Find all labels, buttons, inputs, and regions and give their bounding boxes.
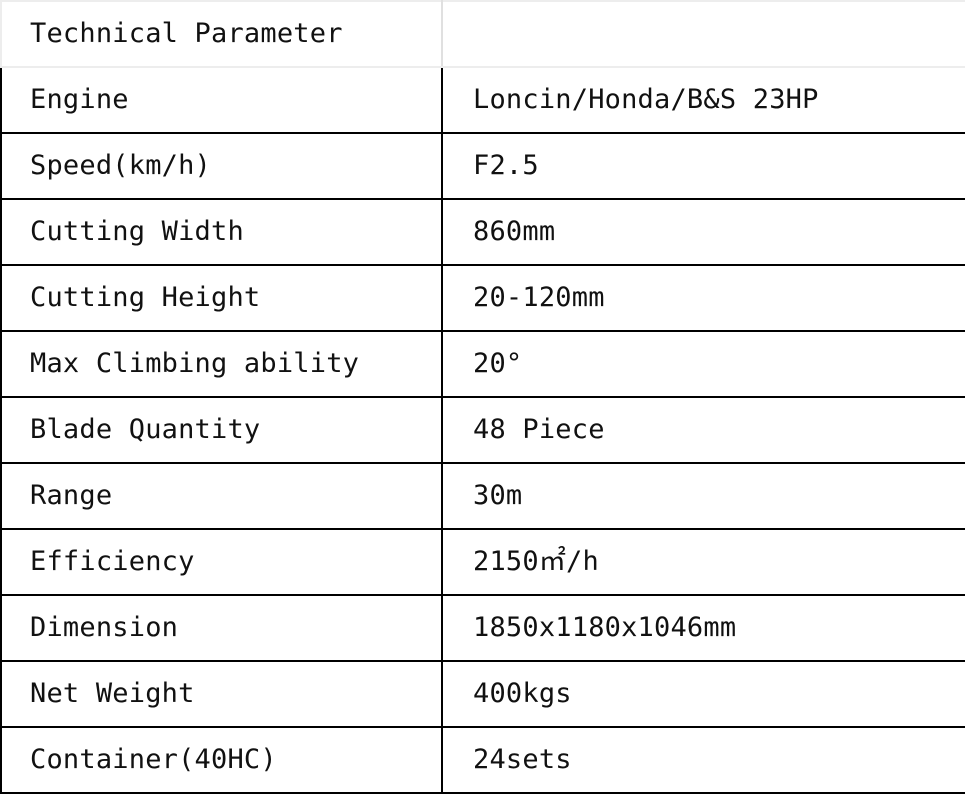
parameter-cell: Range — [0, 462, 443, 530]
parameter-cell: Blade Quantity — [0, 396, 443, 464]
value-label: 24sets — [473, 744, 572, 776]
parameter-cell: Speed(km/h) — [0, 132, 443, 200]
parameter-label: Dimension — [30, 612, 179, 644]
value-label: 48 Piece — [473, 414, 605, 446]
value-cell: 48 Piece — [441, 396, 965, 464]
table-row: Net Weight 400kgs — [0, 660, 965, 728]
parameter-cell: Dimension — [0, 594, 443, 662]
parameter-cell: Engine — [0, 66, 443, 134]
value-label: 30m — [473, 480, 523, 512]
header-cell-parameter: Technical Parameter — [0, 0, 443, 68]
value-label: 20° — [473, 348, 523, 380]
parameter-label: Cutting Width — [30, 216, 244, 248]
table-row: Dimension 1850x1180x1046mm — [0, 594, 965, 662]
table-row: Blade Quantity 48 Piece — [0, 396, 965, 464]
parameter-cell: Cutting Width — [0, 198, 443, 266]
table-row: Speed(km/h) F2.5 — [0, 132, 965, 200]
value-cell: 20-120mm — [441, 264, 965, 332]
parameter-label: Speed(km/h) — [30, 150, 212, 182]
parameter-label: Net Weight — [30, 678, 195, 710]
table-row: Cutting Width 860mm — [0, 198, 965, 266]
value-cell: F2.5 — [441, 132, 965, 200]
table-row: Engine Loncin/Honda/B&S 23HP — [0, 66, 965, 134]
parameter-cell: Net Weight — [0, 660, 443, 728]
value-label: F2.5 — [473, 150, 539, 182]
value-label: Loncin/Honda/B&S 23HP — [473, 84, 819, 116]
value-cell: 20° — [441, 330, 965, 398]
value-cell: 2150㎡/h — [441, 528, 965, 596]
table-row: Cutting Height 20-120mm — [0, 264, 965, 332]
value-label: 2150㎡/h — [473, 546, 599, 578]
value-cell: 1850x1180x1046mm — [441, 594, 965, 662]
value-cell: 24sets — [441, 726, 965, 794]
value-label: 1850x1180x1046mm — [473, 612, 737, 644]
header-cell-value — [442, 0, 965, 68]
parameter-cell: Efficiency — [0, 528, 443, 596]
value-label: 860mm — [473, 216, 556, 248]
parameter-label: Cutting Height — [30, 282, 261, 314]
value-label: 20-120mm — [473, 282, 605, 314]
value-cell: 860mm — [441, 198, 965, 266]
table-row: Efficiency 2150㎡/h — [0, 528, 965, 596]
table-row: Range 30m — [0, 462, 965, 530]
value-cell: 30m — [441, 462, 965, 530]
parameter-cell: Cutting Height — [0, 264, 443, 332]
parameter-cell: Max Climbing ability — [0, 330, 443, 398]
value-label: 400kgs — [473, 678, 572, 710]
parameter-cell: Container(40HC) — [0, 726, 443, 794]
parameter-label: Range — [30, 480, 113, 512]
table-row: Max Climbing ability 20° — [0, 330, 965, 398]
parameter-label: Engine — [30, 84, 129, 116]
parameter-label: Max Climbing ability — [30, 348, 360, 380]
table-header-row: Technical Parameter — [0, 0, 965, 68]
parameter-label: Blade Quantity — [30, 414, 261, 446]
value-cell: Loncin/Honda/B&S 23HP — [441, 66, 965, 134]
value-cell: 400kgs — [441, 660, 965, 728]
parameter-label: Container(40HC) — [30, 744, 277, 776]
table-row: Container(40HC) 24sets — [0, 726, 965, 794]
header-parameter-label: Technical Parameter — [30, 18, 343, 50]
parameter-label: Efficiency — [30, 546, 195, 578]
